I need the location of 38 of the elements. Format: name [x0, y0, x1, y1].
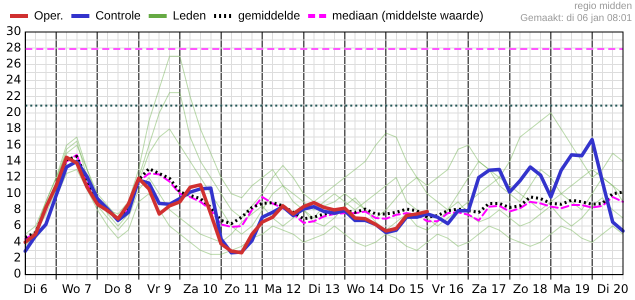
x-tick-label: Vr 16	[432, 282, 464, 296]
x-tick-label: Di 6	[24, 282, 48, 296]
x-tick-label: Di 20	[596, 282, 629, 296]
legend-label: Leden	[172, 8, 206, 22]
y-tick-label: 4	[14, 234, 22, 248]
text: Gemaakt: di 06 jan 08:01	[520, 12, 632, 24]
x-tick-label: Zo 18	[512, 282, 548, 296]
legend-label: Controle	[95, 8, 142, 22]
x-tick-label: Za 10	[183, 282, 218, 296]
y-tick-label: 2	[14, 250, 22, 265]
y-tick-label: 14	[6, 154, 22, 168]
legend-label: gemiddelde	[238, 8, 300, 22]
y-tick-label: 0	[14, 266, 22, 281]
x-tick-label: Wo 14	[346, 282, 384, 296]
x-tick-label: Za 17	[472, 282, 506, 296]
y-tick-label: 6	[14, 218, 22, 232]
y-tick-label: 10	[6, 186, 22, 200]
text: regio midden	[574, 0, 632, 12]
x-tick-label: Vr 9	[146, 282, 172, 296]
x-tick-label: Ma 19	[553, 282, 590, 296]
x-tick-label: Ma 12	[264, 282, 302, 296]
x-tick-label: Do 15	[388, 282, 424, 296]
x-tick-label: Wo 7	[62, 282, 92, 296]
y-tick-label: 28	[6, 40, 22, 54]
y-tick-label: 24	[6, 72, 22, 87]
x-tick-label: Di 13	[308, 282, 340, 296]
y-tick-label: 26	[6, 56, 22, 70]
y-tick-label: 30	[6, 24, 22, 38]
x-tick-label: Do 8	[104, 282, 132, 296]
y-tick-label: 20	[6, 104, 22, 119]
legend-label: mediaan (middelste waarde)	[332, 8, 484, 22]
y-tick-label: 22	[6, 88, 22, 103]
x-tick-label: Zo 11	[224, 282, 260, 296]
legend-label: Oper.	[34, 8, 64, 22]
y-tick-label: 18	[6, 121, 22, 136]
y-tick-label: 8	[14, 202, 22, 216]
y-tick-label: 16	[6, 137, 22, 152]
y-tick-label: 12	[6, 170, 22, 184]
